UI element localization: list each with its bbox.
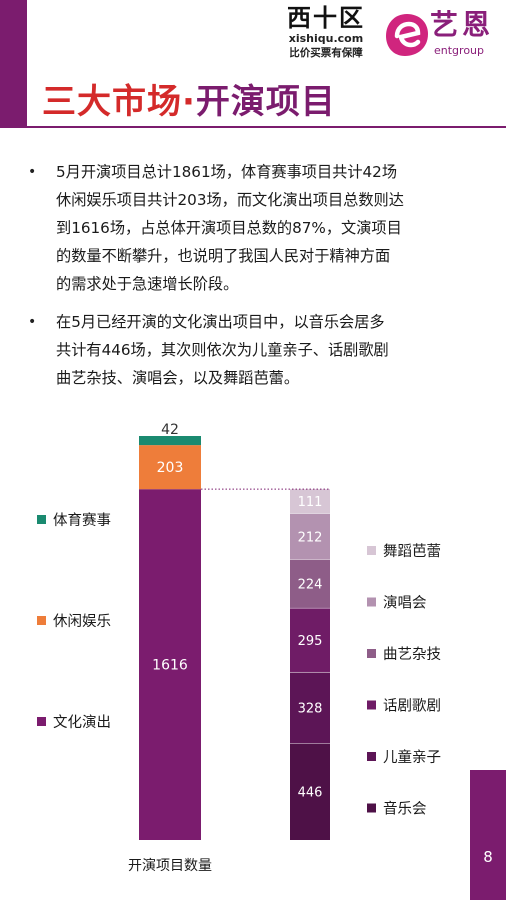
bullet-line: 的数量不断攀升，也说明了我国人民对于精神方面 xyxy=(56,247,391,265)
chart: 1616 203 42 446 328 295 224 212 111 开演项目数量 体育赛事休闲娱… xyxy=(0,420,506,900)
bullet-dot: • xyxy=(28,314,37,330)
bullet-item: • 在5月已经开演的文化演出项目中，以音乐会居多 共计有446场，其次则依次为儿… xyxy=(28,308,478,398)
legend-right-swatch xyxy=(367,546,376,555)
xishiqu-logo-name: 西十区 xyxy=(287,3,365,32)
page-number-bar xyxy=(470,770,506,900)
header-accent-bar xyxy=(0,0,27,128)
bullet-line: 在5月已经开演的文化演出项目中，以音乐会居多 xyxy=(56,313,385,331)
legend-left-label: 体育赛事 xyxy=(53,512,111,529)
bullet-line: 到1616场，占总体开演项目总数的87%，文演项目 xyxy=(56,219,402,237)
legend-left-label: 休闲娱乐 xyxy=(53,613,111,630)
legend-right-label: 儿童亲子 xyxy=(383,748,441,766)
chart-svg: 1616 203 42 446 328 295 224 212 111 开演项目数量 体育赛事休闲娱… xyxy=(37,422,441,874)
breakdown-bar-segment xyxy=(290,489,330,514)
main-bar-value-label: 203 xyxy=(157,460,184,476)
breakdown-bar-value-label: 224 xyxy=(298,578,323,593)
bullet-text: 在5月已经开演的文化演出项目中，以音乐会居多 共计有446场，其次则依次为儿童亲… xyxy=(56,308,481,392)
legend-right-swatch xyxy=(367,700,376,710)
main-bar-segment xyxy=(139,489,201,840)
legend-right-swatch xyxy=(367,649,376,658)
breakdown-bar-value-label: 446 xyxy=(298,786,323,801)
bullet-text: 5月开演项目总计1861场，体育赛事项目共计42场 休闲娱乐项目共计203场，而… xyxy=(56,158,481,298)
entgroup-mark-icon xyxy=(386,14,428,56)
breakdown-bar-segment xyxy=(290,513,330,560)
bullet-line: 曲艺杂技、演唱会，以及舞蹈芭蕾。 xyxy=(56,369,299,387)
bullet-line: 5月开演项目总计1861场，体育赛事项目共计42场 xyxy=(56,163,398,181)
entgroup-logo: 艺恩 entgroup xyxy=(384,8,504,64)
page-title-part1: 三大市场· xyxy=(42,82,196,122)
legend-left-swatch xyxy=(37,515,46,524)
breakdown-bar-segment xyxy=(290,671,330,744)
legend-right-swatch xyxy=(367,752,376,761)
page-title: 三大市场·开演项目 xyxy=(42,82,336,122)
legend-right-label: 话剧歌剧 xyxy=(383,698,441,715)
breakdown-bar-segment xyxy=(290,607,330,672)
main-bar-segment xyxy=(139,445,201,490)
legend-left-swatch xyxy=(37,616,46,625)
title-underline xyxy=(27,126,506,128)
breakdown-bar-segment xyxy=(290,559,330,608)
xishiqu-logo-slogan: 比价买票有保障 xyxy=(289,47,363,59)
page-title-part2: 开演项目 xyxy=(195,82,336,122)
xishiqu-logo: 西十区 xishiqu.com 比价买票有保障 xyxy=(270,4,382,66)
legend-right-label: 舞蹈芭蕾 xyxy=(383,543,441,560)
main-bar-value-label: 42 xyxy=(161,422,179,438)
bullet-item: • 5月开演项目总计1861场，体育赛事项目共计42场 休闲娱乐项目共计203场… xyxy=(28,158,478,306)
entgroup-logo-en: entgroup xyxy=(434,44,484,57)
main-bar-value-label: 1616 xyxy=(152,658,188,674)
entgroup-logo-cn: 艺恩 xyxy=(430,8,495,41)
xishiqu-logo-url: xishiqu.com xyxy=(288,32,364,45)
legend-left-label: 文化演出 xyxy=(53,714,111,731)
bullet-line: 休闲娱乐项目共计203场，而文化演出项目总数则达 xyxy=(56,191,404,209)
legend-right-label: 音乐会 xyxy=(383,801,427,818)
legend-right-label: 演唱会 xyxy=(383,595,427,612)
bullet-line: 共计有446场，其次则依次为儿童亲子、话剧歌剧 xyxy=(56,341,389,359)
breakdown-bar-value-label: 212 xyxy=(298,530,323,545)
breakdown-bar-value-label: 328 xyxy=(298,702,323,717)
legend-right-swatch xyxy=(367,803,376,813)
bullet-dot: • xyxy=(28,164,37,180)
legend-right-swatch xyxy=(367,597,376,607)
main-bar-segment xyxy=(139,436,201,446)
bullet-line: 的需求处于急速增长阶段。 xyxy=(56,275,239,293)
x-axis-label: 开演项目数量 xyxy=(128,858,212,874)
legend-left-swatch xyxy=(37,717,46,726)
breakdown-bar-value-label: 111 xyxy=(298,495,323,510)
breakdown-bar-segment xyxy=(290,743,330,840)
legend-right-label: 曲艺杂技 xyxy=(383,646,441,663)
breakdown-bar-value-label: 295 xyxy=(298,634,323,649)
page-number: 8 xyxy=(483,848,493,866)
